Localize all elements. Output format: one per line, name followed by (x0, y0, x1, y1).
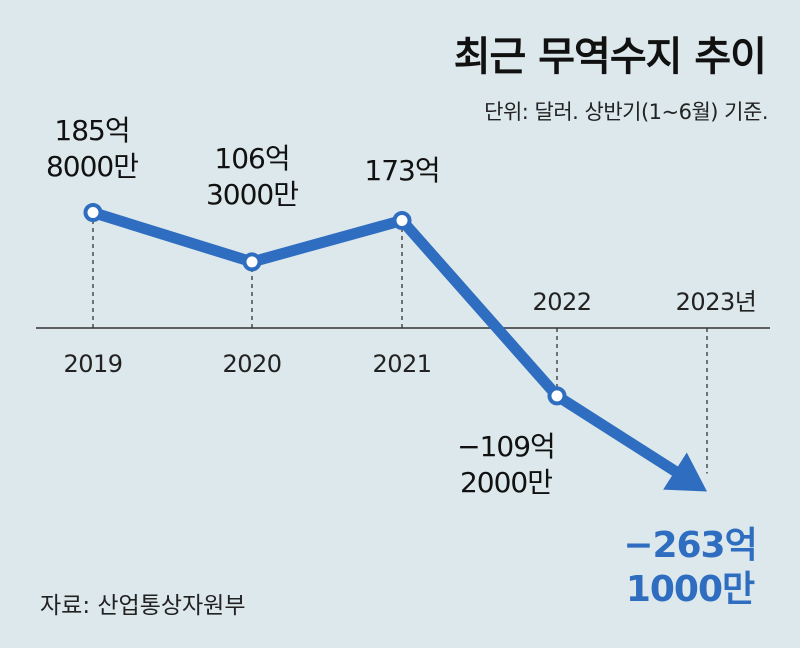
data-label: 106억 (214, 142, 289, 175)
x-tick-label: 2022 (532, 288, 591, 316)
x-tick-label: 2023년 (676, 288, 757, 316)
data-point (242, 252, 262, 272)
series-line (87, 207, 684, 479)
data-label: 173억 (364, 154, 439, 187)
data-label: 185억 (54, 114, 129, 147)
data-point (547, 386, 567, 406)
data-label: −263억 (623, 525, 756, 566)
chart-source: 자료: 산업통상자원부 (40, 593, 246, 619)
chart-subtitle: 단위: 달러. 상반기(1~6월) 기준. (484, 100, 768, 124)
data-label: 3000만 (206, 178, 298, 211)
x-tick-label: 2020 (222, 350, 281, 378)
data-label: 1000만 (626, 569, 755, 610)
chart-title: 최근 무역수지 추이 (453, 34, 767, 80)
data-label: 2000만 (460, 466, 552, 499)
x-tick-label: 2019 (63, 350, 122, 378)
data-point (392, 210, 412, 230)
data-point (83, 203, 103, 223)
data-label: −109억 (457, 430, 555, 463)
x-tick-label: 2021 (372, 350, 431, 378)
series-arrowhead (663, 452, 707, 492)
data-label: 8000만 (46, 150, 138, 183)
